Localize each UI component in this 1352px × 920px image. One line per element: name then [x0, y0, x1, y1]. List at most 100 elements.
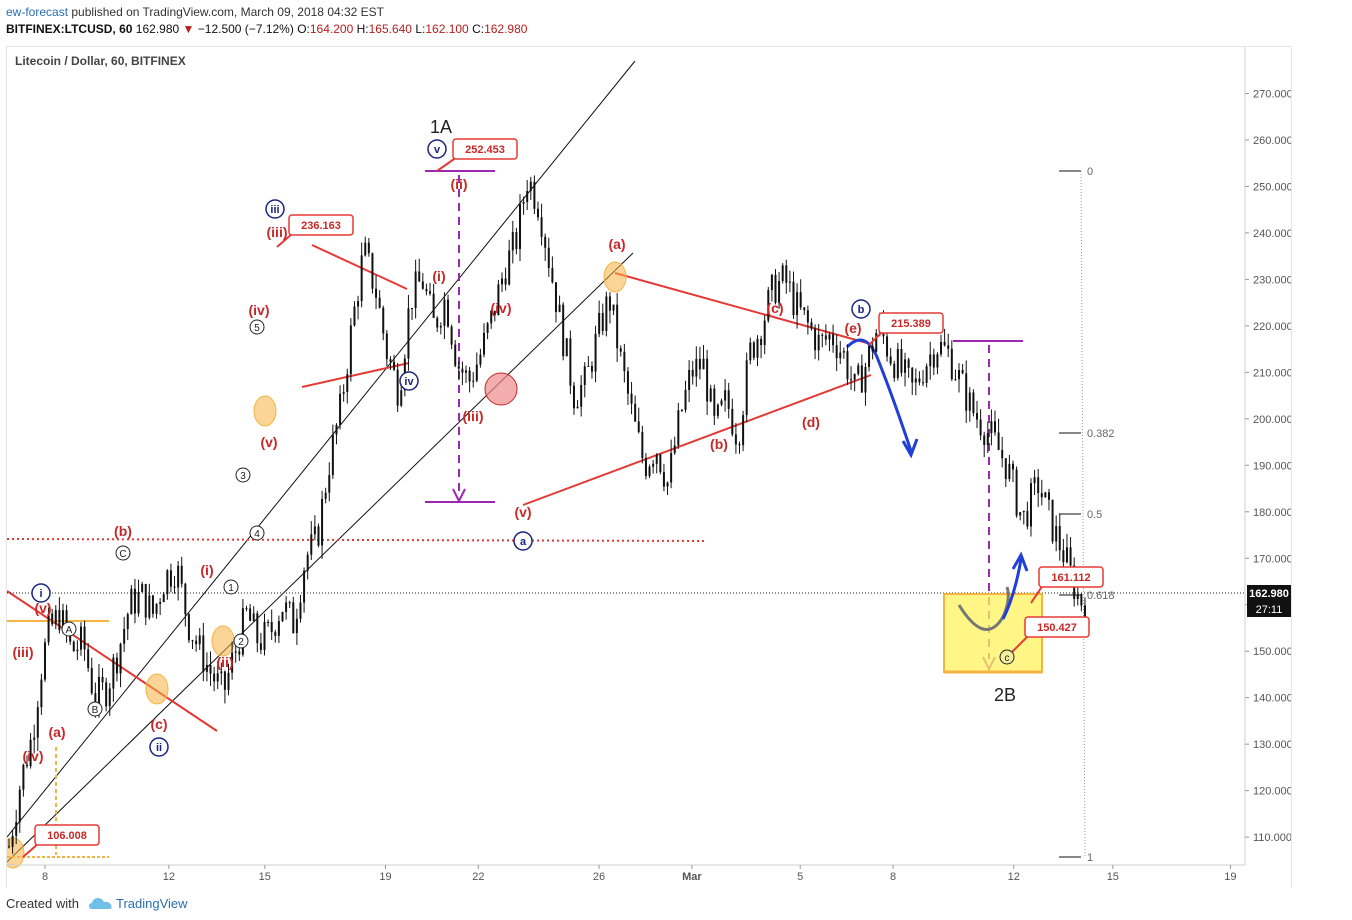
candle-body [778, 280, 781, 303]
candle-body [828, 334, 831, 340]
candle-body [234, 651, 237, 653]
candle-body [900, 349, 903, 373]
candle-body [465, 370, 468, 373]
candle-body [33, 737, 36, 740]
candle-body [461, 368, 464, 373]
price-label-text: 106.008 [47, 830, 87, 842]
circled-wave-mark [513, 531, 533, 551]
candle-body [252, 613, 255, 621]
candle-body [634, 403, 637, 422]
candle-body [159, 602, 162, 604]
candle-body [756, 338, 759, 358]
candle-body [267, 621, 270, 623]
current-price-text: 162.980 [1249, 588, 1289, 600]
candle-body [295, 618, 298, 634]
candle-body [443, 299, 446, 326]
price-label-text: 236.163 [301, 220, 341, 232]
blue-down-arrowhead [901, 438, 919, 459]
chart-frame[interactable]: 0 0.382 0.5 0.618 1 252.453 236.163 215.389 161.… [6, 46, 1292, 890]
candle-body [691, 369, 694, 377]
candle-body [680, 409, 683, 411]
candle-body [576, 406, 579, 409]
candle-body [11, 835, 14, 847]
candle-body [119, 643, 122, 674]
candle-body [810, 322, 813, 329]
candle-body [1047, 492, 1050, 500]
support-dotted-line [7, 538, 708, 542]
candle-body [79, 626, 82, 650]
candle-body [259, 643, 262, 650]
candle-body [860, 365, 863, 393]
price-label-box [452, 138, 518, 160]
high-label: H: [356, 22, 369, 36]
cloud-icon [89, 898, 112, 909]
x-tick-label: 8 [890, 871, 896, 883]
candle-body [767, 290, 770, 321]
candle-body [734, 434, 737, 445]
candle-body [655, 454, 658, 464]
published-text: published on TradingView.com, March 09, … [71, 5, 385, 19]
candle-body [382, 307, 385, 334]
triangle-lower-line [301, 362, 410, 388]
candle-body [796, 292, 799, 316]
projection-arrowhead [452, 488, 466, 504]
candle-body [698, 358, 701, 370]
candle-body [590, 365, 593, 372]
small-circled-mark [223, 579, 239, 595]
candle-body [123, 628, 126, 644]
candle-body [126, 614, 129, 629]
candle-body [450, 326, 453, 345]
candle-body [630, 393, 633, 404]
candle-body [760, 338, 763, 346]
candle-body [817, 334, 820, 351]
candle-body [270, 622, 273, 633]
price-chart[interactable]: 0 0.382 0.5 0.618 1 252.453 236.163 215.389 161.… [7, 47, 1291, 889]
price-axis[interactable]: 110.000120.000130.000140.000150.000160.0… [1244, 47, 1291, 865]
candle-body [205, 664, 208, 672]
candle-body [850, 379, 853, 381]
candle-body [583, 366, 586, 385]
candle-body [626, 371, 629, 394]
wave-paren-label: (ii) [216, 654, 233, 670]
y-tick-label: 110.000 [1253, 832, 1291, 844]
candle-body [752, 342, 755, 358]
candle-body [533, 181, 536, 209]
candle-body [1058, 526, 1061, 551]
candle-body [504, 278, 507, 285]
candle-body [1026, 510, 1029, 527]
channel-upper-line [7, 60, 636, 838]
candle-body [997, 432, 1000, 450]
price-label-pointer [1030, 584, 1044, 604]
author-link[interactable]: ew-forecast [6, 5, 69, 19]
candle-body [648, 466, 651, 476]
candle-body [536, 208, 539, 218]
symbol-label: BITFINEX:LTCUSD, 60 [6, 22, 133, 36]
candle-body [209, 664, 212, 674]
candle-body [551, 268, 554, 283]
candle-body [292, 602, 295, 634]
candle-body [36, 707, 39, 738]
candles-layer [8, 175, 1086, 854]
candle-body [1029, 483, 1032, 527]
candle-body [375, 288, 378, 298]
time-axis[interactable]: 8 12 15 19 22 26 Mar 5 8 12 15 19 [7, 864, 1245, 883]
candle-body [108, 688, 111, 707]
candle-body [936, 354, 939, 368]
candle-body [886, 336, 889, 357]
candle-body [490, 310, 493, 324]
candle-body [418, 271, 421, 282]
candle-body [493, 310, 496, 316]
tradingview-logo[interactable]: TradingView [88, 894, 208, 914]
candle-body [832, 334, 835, 346]
candle-body [950, 348, 953, 380]
candle-body [500, 278, 503, 285]
x-tick-label: 22 [472, 871, 484, 883]
candle-body [43, 642, 46, 680]
candle-body [666, 482, 669, 487]
candle-body [184, 583, 187, 615]
candle-body [594, 333, 597, 372]
candle-body [943, 341, 946, 346]
candle-body [673, 445, 676, 453]
candle-body [324, 492, 327, 499]
y-tick-label: 220.000 [1253, 321, 1291, 333]
